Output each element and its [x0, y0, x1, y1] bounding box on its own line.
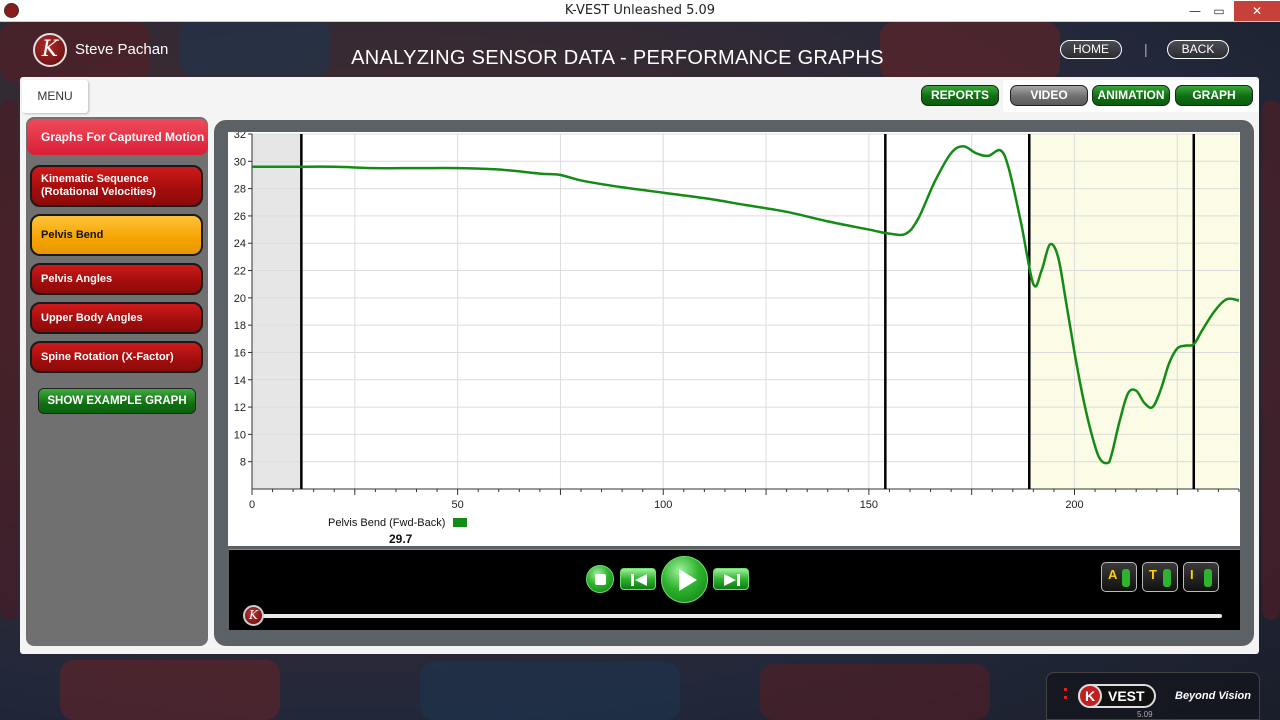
background-keyboard-key [880, 22, 1060, 80]
skip-forward-icon [724, 574, 740, 586]
shaded-region [1029, 134, 1239, 489]
sidebar-item-pelvis-bend[interactable]: Pelvis Bend [30, 214, 203, 256]
kvest-footer-logo: K VEST [1078, 684, 1156, 708]
background-keyboard-key [760, 664, 990, 720]
mode-letter: A [1108, 567, 1118, 582]
sidebar-item-label: Upper Body Angles [41, 311, 143, 324]
y-tick-label: 8 [240, 457, 246, 469]
playback-timeline[interactable] [258, 614, 1222, 618]
stop-button[interactable] [586, 565, 614, 593]
home-button[interactable]: HOME [1060, 40, 1122, 59]
minimize-button[interactable]: — [1189, 4, 1201, 18]
window-title: K-VEST Unleashed 5.09 [564, 3, 716, 18]
close-button[interactable]: ✕ [1234, 1, 1280, 21]
app-icon [4, 3, 19, 18]
stop-icon [595, 574, 606, 585]
header-separator: | [1144, 41, 1148, 57]
y-tick-label: 26 [234, 211, 246, 223]
background-keyboard-key [1262, 100, 1280, 620]
y-tick-label: 10 [234, 429, 246, 441]
y-tick-label: 18 [234, 320, 246, 332]
golfer-icon [1204, 569, 1212, 587]
play-icon [679, 569, 697, 591]
page-title: ANALYZING SENSOR DATA - PERFORMANCE GRAP… [351, 47, 884, 69]
back-button[interactable]: BACK [1167, 40, 1229, 59]
background-keyboard-key [0, 22, 150, 82]
golfer-icon [1163, 569, 1171, 587]
sidebar-item-label: Kinematic Sequence (Rotational Velocitie… [41, 173, 156, 198]
y-tick-label: 24 [234, 238, 246, 250]
legend-label: Pelvis Bend (Fwd-Back) [328, 517, 446, 529]
kvest-logo-icon: K [33, 33, 67, 67]
skip-back-icon [631, 574, 647, 586]
y-tick-label: 32 [234, 132, 246, 141]
play-button[interactable] [661, 556, 708, 603]
address-position-button[interactable]: A [1101, 562, 1137, 592]
legend-value: 29.7 [389, 532, 413, 546]
sidebar-item-label: Pelvis Angles [41, 272, 113, 285]
animation-tab[interactable]: ANIMATION [1092, 85, 1170, 106]
background-keyboard-key [420, 662, 680, 720]
video-tab[interactable]: VIDEO [1010, 85, 1088, 106]
mode-letter: I [1190, 567, 1194, 582]
sidebar-item-spine-rotation[interactable]: Spine Rotation (X-Factor) [30, 341, 203, 373]
show-example-graph-button[interactable]: SHOW EXAMPLE GRAPH [38, 388, 196, 414]
x-tick-label: 100 [654, 499, 672, 511]
y-tick-label: 20 [234, 293, 246, 305]
y-tick-label: 28 [234, 184, 246, 196]
maximize-button[interactable]: ▭ [1213, 4, 1225, 18]
y-tick-label: 16 [234, 347, 246, 359]
username-label: Steve Pachan [75, 41, 169, 58]
sidebar-item-kinematic-sequence[interactable]: Kinematic Sequence (Rotational Velocitie… [30, 165, 203, 207]
reports-tab[interactable]: REPORTS [921, 85, 999, 106]
x-tick-label: 0 [249, 499, 255, 511]
x-tick-label: 150 [860, 499, 878, 511]
footer-dots-icon [1064, 688, 1068, 702]
golfer-icon [1122, 569, 1130, 587]
impact-position-button[interactable]: I [1183, 562, 1219, 592]
background-keyboard-key [0, 100, 18, 620]
graph-tab[interactable]: GRAPH [1175, 85, 1253, 106]
background-keyboard-key [60, 660, 280, 720]
footer-brand: VEST [1108, 688, 1145, 704]
y-tick-label: 22 [234, 266, 246, 278]
sidebar-item-label: Spine Rotation (X-Factor) [41, 350, 174, 363]
legend-swatch [453, 518, 467, 527]
sidebar-item-upper-body-angles[interactable]: Upper Body Angles [30, 302, 203, 334]
y-tick-label: 14 [234, 375, 246, 387]
timeline-scrubber-handle[interactable]: K [243, 605, 264, 626]
previous-frame-button[interactable] [620, 568, 656, 590]
top-position-button[interactable]: T [1142, 562, 1178, 592]
y-tick-label: 30 [234, 156, 246, 168]
pelvis-bend-chart[interactable]: 8 10 12 14 16 18 20 22 24 26 28 30 32 0 50 100 150 200 [228, 132, 1240, 546]
x-tick-label: 50 [452, 499, 464, 511]
sidebar-item-pelvis-angles[interactable]: Pelvis Angles [30, 263, 203, 295]
sidebar-item-label: Pelvis Bend [41, 228, 104, 241]
sidebar-heading: Graphs For Captured Motion [27, 119, 208, 155]
y-tick-label: 12 [234, 402, 246, 414]
background-keyboard-key [180, 20, 330, 76]
footer-tagline: Beyond Vision [1175, 690, 1251, 702]
mode-letter: T [1149, 567, 1157, 582]
next-frame-button[interactable] [713, 568, 749, 590]
pelvis-bend-series-line [252, 145, 1240, 465]
menu-button[interactable]: MENU [22, 80, 88, 113]
footer-k-letter: K [1078, 684, 1102, 708]
footer-version: 5.09 [1137, 710, 1153, 719]
x-tick-label: 200 [1065, 499, 1083, 511]
shaded-region [252, 134, 302, 489]
window-titlebar: K-VEST Unleashed 5.09 — ▭ ✕ [0, 0, 1280, 22]
